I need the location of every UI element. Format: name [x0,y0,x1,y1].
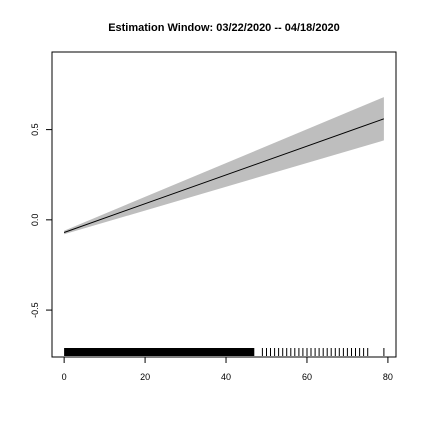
plot-frame [51,51,397,358]
rug-layer [64,348,385,356]
x-tick-label: 80 [383,372,393,382]
y-axis: -0.5 0.0 0.5 [30,123,53,318]
line-layer [63,118,385,233]
x-tick-label: 60 [302,372,312,382]
x-tick-label: 40 [221,372,231,382]
band-layer [64,97,384,235]
rug-dense-block [64,348,255,356]
y-tick-label: 0.5 [30,123,40,136]
x-tick-label: 0 [62,372,67,382]
x-tick-label: 20 [140,372,150,382]
confidence-band [64,97,384,235]
fitted-line [63,118,385,233]
y-tick-label: 0.0 [30,214,40,227]
chart-title: Estimation Window: 03/22/2020 -- 04/18/2… [108,22,340,34]
y-tick-label: -0.5 [30,302,40,318]
x-axis: 0 20 40 60 80 [62,356,393,382]
